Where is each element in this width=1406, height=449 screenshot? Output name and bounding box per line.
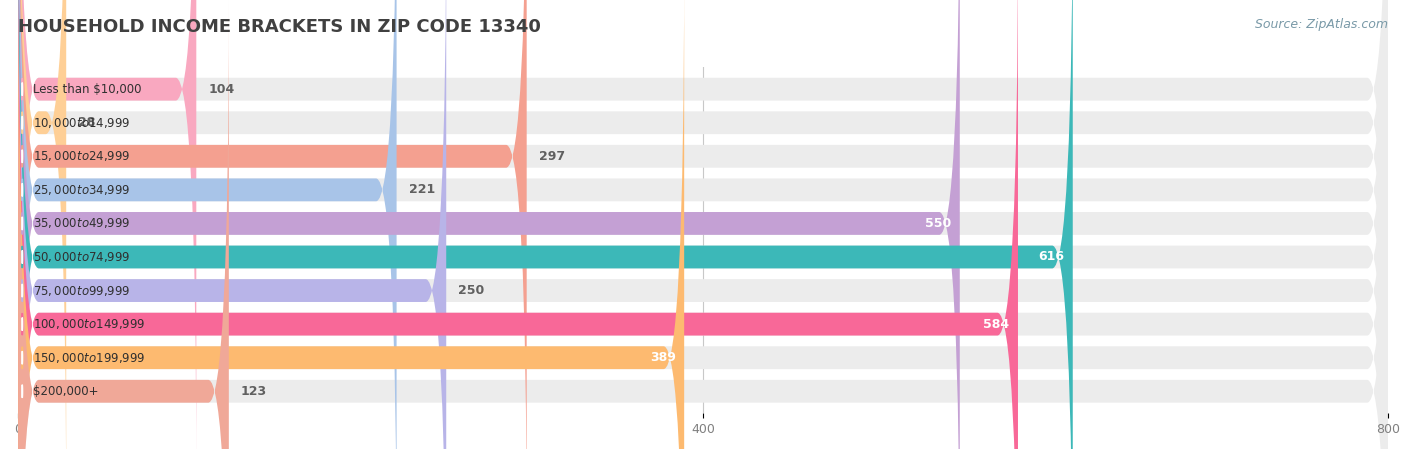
Text: 584: 584: [983, 317, 1010, 330]
Text: Source: ZipAtlas.com: Source: ZipAtlas.com: [1254, 18, 1388, 31]
Text: $25,000 to $34,999: $25,000 to $34,999: [34, 183, 131, 197]
Text: $150,000 to $199,999: $150,000 to $199,999: [34, 351, 145, 365]
Text: $35,000 to $49,999: $35,000 to $49,999: [34, 216, 131, 230]
Text: Less than $10,000: Less than $10,000: [34, 83, 142, 96]
Text: $15,000 to $24,999: $15,000 to $24,999: [34, 150, 131, 163]
Text: $50,000 to $74,999: $50,000 to $74,999: [34, 250, 131, 264]
Text: 616: 616: [1038, 251, 1064, 264]
Text: 123: 123: [240, 385, 267, 398]
FancyBboxPatch shape: [18, 0, 396, 449]
FancyBboxPatch shape: [18, 0, 1388, 449]
Text: 28: 28: [79, 116, 96, 129]
FancyBboxPatch shape: [18, 0, 685, 449]
FancyBboxPatch shape: [18, 0, 1388, 449]
Text: $75,000 to $99,999: $75,000 to $99,999: [34, 284, 131, 298]
Text: 550: 550: [925, 217, 952, 230]
Text: 297: 297: [538, 150, 565, 163]
FancyBboxPatch shape: [18, 0, 1388, 449]
FancyBboxPatch shape: [18, 0, 1388, 449]
FancyBboxPatch shape: [18, 0, 1018, 449]
FancyBboxPatch shape: [18, 0, 1388, 449]
Text: 104: 104: [208, 83, 235, 96]
FancyBboxPatch shape: [18, 0, 960, 449]
Text: 221: 221: [409, 183, 434, 196]
Text: 250: 250: [458, 284, 485, 297]
Text: $10,000 to $14,999: $10,000 to $14,999: [34, 116, 131, 130]
FancyBboxPatch shape: [18, 0, 446, 449]
Text: $200,000+: $200,000+: [34, 385, 98, 398]
Text: $100,000 to $149,999: $100,000 to $149,999: [34, 317, 145, 331]
FancyBboxPatch shape: [18, 0, 1388, 449]
FancyBboxPatch shape: [18, 0, 1388, 449]
FancyBboxPatch shape: [18, 0, 1388, 449]
FancyBboxPatch shape: [18, 0, 527, 449]
FancyBboxPatch shape: [18, 0, 1073, 449]
Text: 389: 389: [650, 351, 676, 364]
FancyBboxPatch shape: [18, 0, 66, 449]
FancyBboxPatch shape: [18, 0, 197, 449]
FancyBboxPatch shape: [18, 0, 229, 449]
FancyBboxPatch shape: [18, 0, 1388, 449]
Text: HOUSEHOLD INCOME BRACKETS IN ZIP CODE 13340: HOUSEHOLD INCOME BRACKETS IN ZIP CODE 13…: [18, 18, 541, 36]
FancyBboxPatch shape: [18, 0, 1388, 449]
